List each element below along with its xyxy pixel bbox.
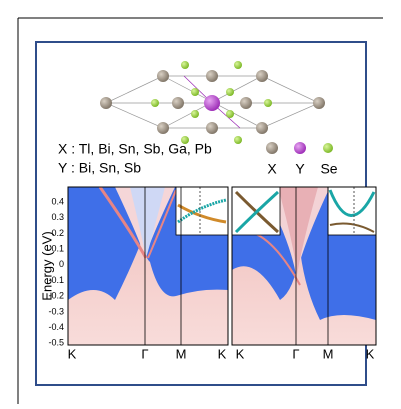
panel-frame [67, 186, 229, 346]
legend-label: X [267, 161, 277, 177]
y-tick-label: 0.1 [51, 243, 64, 253]
crystal-structure [100, 61, 325, 144]
composition-y: Y : Bi, Sn, Sb [58, 160, 141, 176]
y-tick-label: -0.2 [48, 291, 64, 301]
y-tick-label: -0.1 [48, 275, 64, 285]
y-tick-label: 0.3 [51, 212, 64, 222]
x-tick-label: K [68, 346, 77, 361]
legend-label: Y [295, 161, 305, 177]
y-axis-label: Energy (eV) [39, 231, 54, 300]
y-tick-label: 0.4 [51, 196, 64, 206]
legend-atom [294, 142, 306, 154]
legend-label: Se [320, 161, 337, 177]
x-tick-label: M [323, 346, 334, 361]
x-tick-label: K [236, 346, 245, 361]
x-tick-label: Γ [141, 346, 148, 361]
composition-x: X : Tl, Bi, Sn, Sb, Ga, Pb [58, 141, 212, 157]
band-map-right [232, 187, 376, 345]
y-tick-label: -0.3 [48, 306, 64, 316]
y-tick-label: 0.2 [51, 228, 64, 238]
x-tick-label: K [366, 346, 375, 361]
x-tick-label: K [218, 346, 227, 361]
tick-labels: 0.40.30.20.10-0.1-0.2-0.3-0.4-0.5K Γ M K K Γ M… [48, 196, 374, 361]
x-tick-label: Γ [292, 346, 299, 361]
band-map-left [68, 187, 228, 345]
legend-atom [266, 142, 278, 154]
y-tick-label: -0.5 [48, 338, 64, 348]
x-tick-label: M [176, 346, 187, 361]
y-tick-label: 0 [59, 259, 64, 269]
legend-atom [323, 143, 333, 153]
panel-frame [231, 186, 377, 346]
y-tick-label: -0.4 [48, 322, 64, 332]
